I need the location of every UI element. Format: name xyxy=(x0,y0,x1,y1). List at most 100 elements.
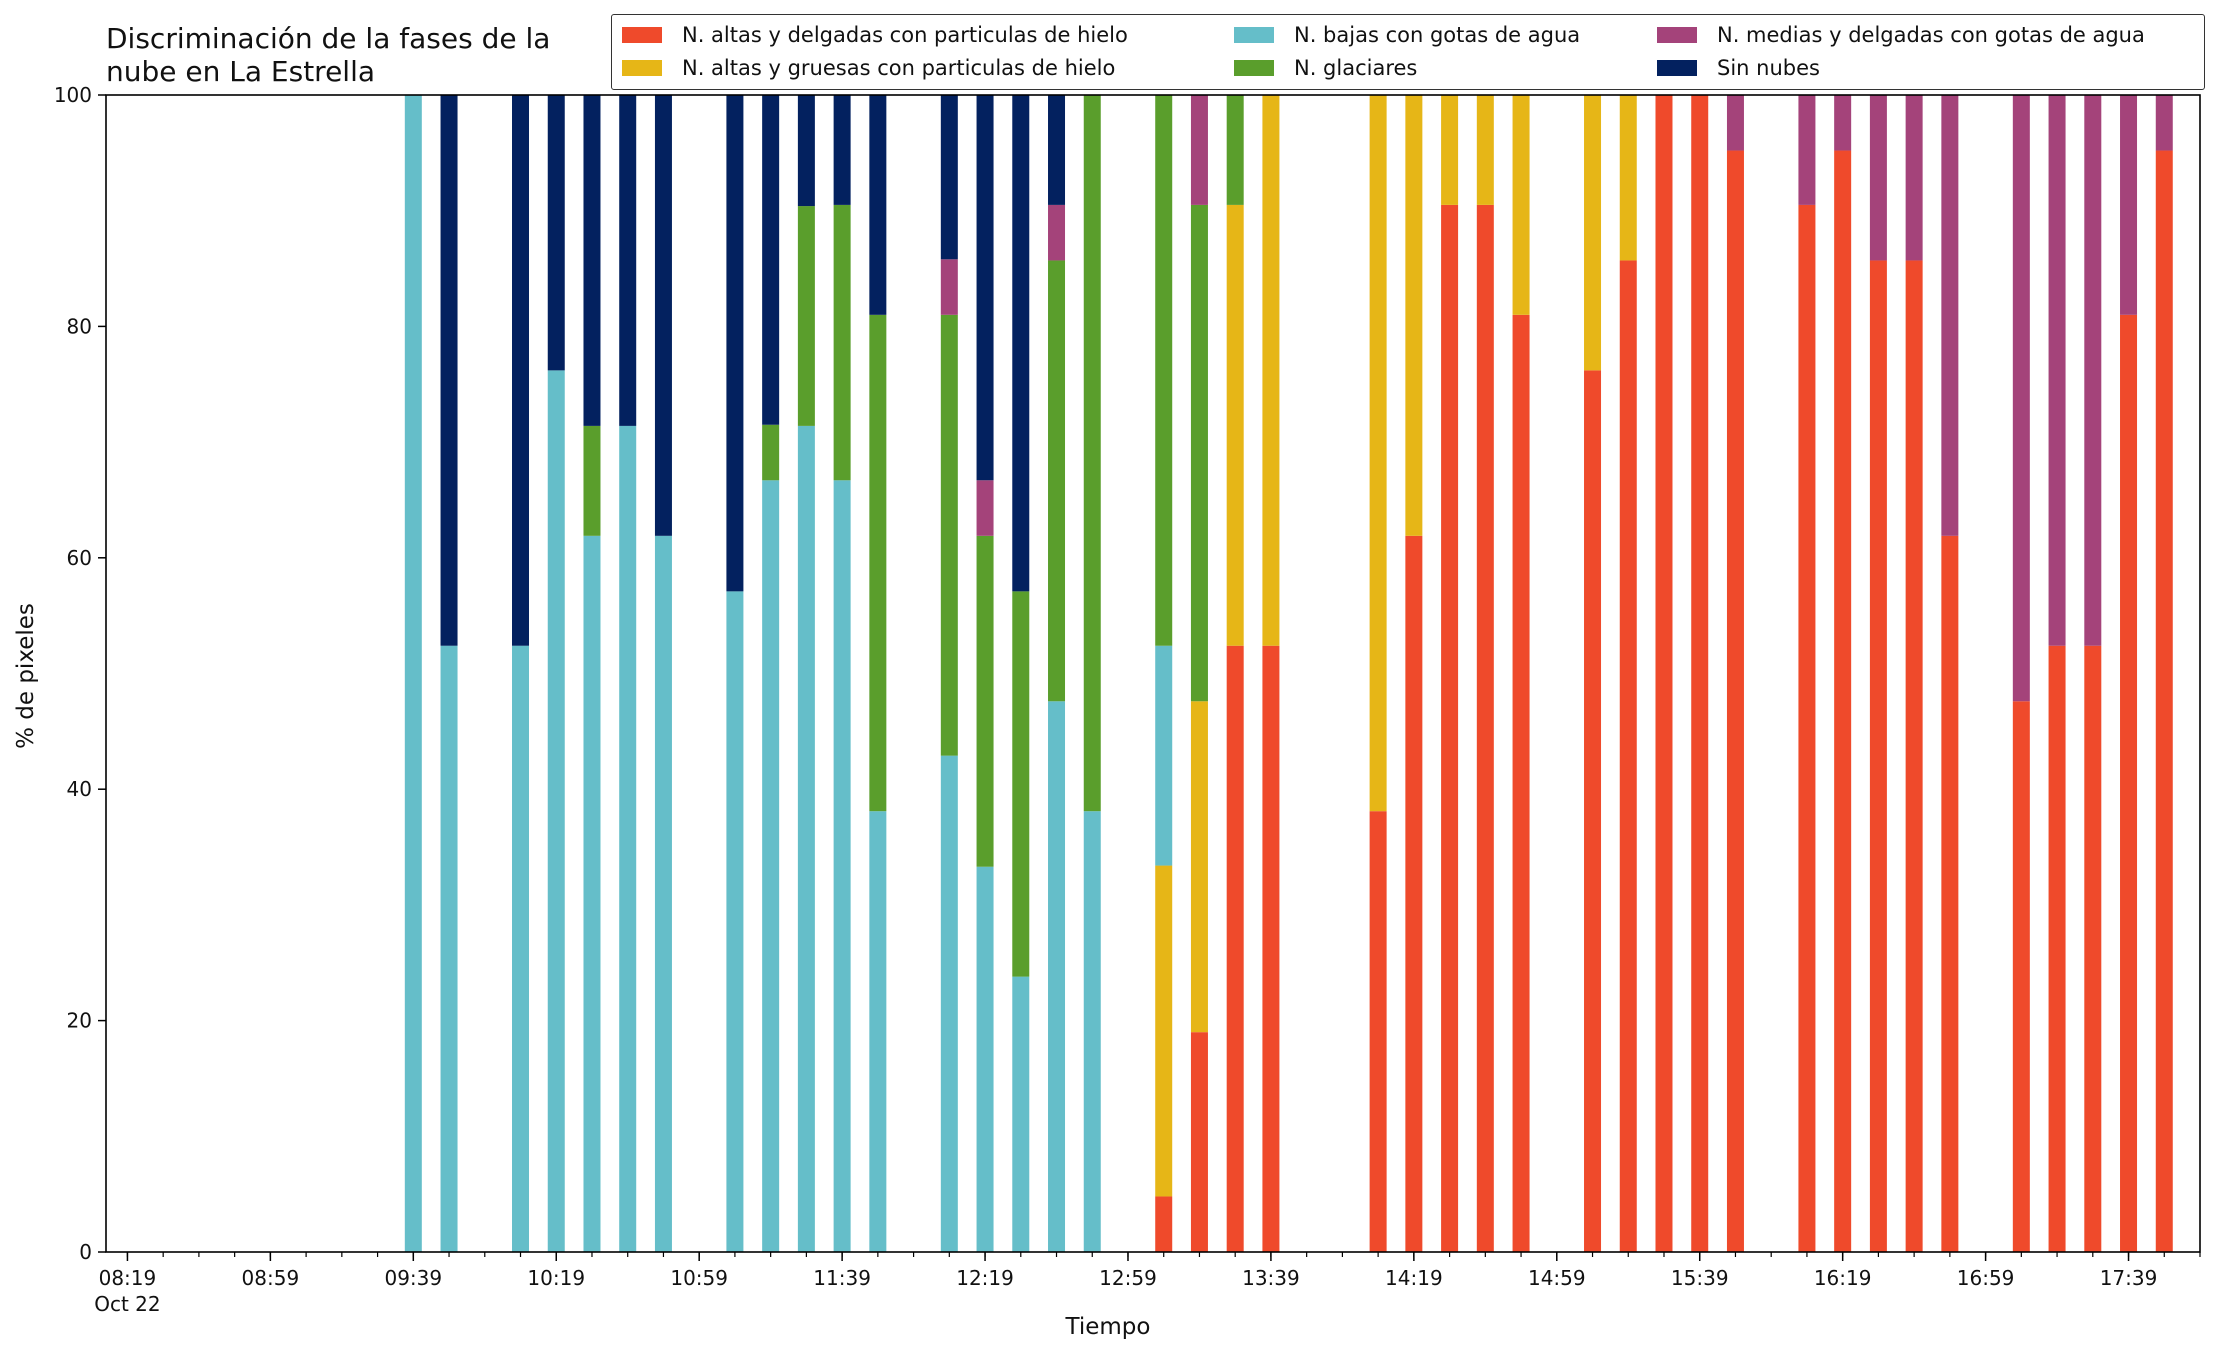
bar-segment-bajas_agua xyxy=(512,645,530,1252)
x-tick-label: 17:39 xyxy=(2100,1266,2158,1290)
bar-segment-glaciares xyxy=(583,425,601,536)
bar-segment-medias_agua xyxy=(2120,95,2138,315)
bar-segment-medias_agua xyxy=(1941,95,1959,536)
bar-segment-altas_delgadas xyxy=(1226,645,1244,1252)
bar-segment-altas_delgadas xyxy=(1655,95,1673,1252)
bar-segment-altas_delgadas xyxy=(1834,150,1852,1252)
x-tick-label: 08:59 xyxy=(242,1266,300,1290)
bar-segment-sin_nubes xyxy=(1048,95,1066,205)
bar-segment-glaciares xyxy=(1083,95,1101,812)
bar-segment-glaciares xyxy=(976,535,994,867)
bar-segment-glaciares xyxy=(797,206,815,426)
x-tick-label: 14:59 xyxy=(1528,1266,1586,1290)
bar-segment-bajas_agua xyxy=(726,591,744,1252)
chart-title: Discriminación de la fases de la nube en… xyxy=(106,22,551,88)
bar-segment-sin_nubes xyxy=(797,95,815,207)
bar-segment-medias_agua xyxy=(2155,95,2173,151)
bar-segment-altas_gruesas xyxy=(1369,95,1387,812)
bar-segment-glaciares xyxy=(1190,204,1208,702)
bar-segment-altas_delgadas xyxy=(1941,535,1959,1252)
bar-segment-medias_agua xyxy=(2084,95,2102,646)
y-tick-label: 40 xyxy=(67,777,92,801)
bar-segment-altas_gruesas xyxy=(1512,95,1530,315)
x-tick-label: 10:19 xyxy=(527,1266,585,1290)
bar-segment-altas_delgadas xyxy=(1869,260,1887,1252)
bar-segment-bajas_agua xyxy=(869,811,887,1252)
bar-segment-altas_delgadas xyxy=(2084,645,2102,1252)
legend-label: N. glaciares xyxy=(1294,56,1418,80)
bar-segment-altas_gruesas xyxy=(1226,204,1244,646)
bar-segment-altas_gruesas xyxy=(1584,95,1602,371)
bar-segment-bajas_agua xyxy=(440,645,458,1252)
legend-swatch xyxy=(1657,60,1697,76)
bar-segment-glaciares xyxy=(940,314,958,756)
bar-segment-altas_delgadas xyxy=(2155,150,2173,1252)
bar-segment-altas_delgadas xyxy=(1190,1032,1208,1252)
bar-segment-altas_delgadas xyxy=(1905,260,1923,1252)
bar-segment-bajas_agua xyxy=(1012,976,1030,1252)
bar-segment-bajas_agua xyxy=(583,535,601,1252)
x-tick-label: 08:19 xyxy=(99,1266,157,1290)
bar-segment-bajas_agua xyxy=(940,755,958,1252)
bar-segment-altas_delgadas xyxy=(1619,260,1637,1252)
bar-segment-sin_nubes xyxy=(512,95,530,646)
bar-segment-sin_nubes xyxy=(976,95,994,481)
x-tick-label: 09:39 xyxy=(384,1266,442,1290)
bar-segment-medias_agua xyxy=(2012,95,2030,702)
bar-segment-medias_agua xyxy=(1798,95,1816,205)
bar-segment-altas_delgadas xyxy=(1726,150,1744,1252)
legend-swatch xyxy=(622,27,662,43)
bar-segment-sin_nubes xyxy=(547,95,565,371)
bar-segment-sin_nubes xyxy=(583,95,601,426)
bar-segment-altas_delgadas xyxy=(2012,701,2030,1252)
legend: N. altas y delgadas con particulas de hi… xyxy=(611,14,2205,90)
bar-segment-altas_delgadas xyxy=(1369,811,1387,1252)
bar-segment-bajas_agua xyxy=(404,95,422,1252)
bar-segment-altas_gruesas xyxy=(1405,95,1423,536)
y-tick-label: 100 xyxy=(54,83,92,107)
bar-segment-medias_agua xyxy=(1834,95,1852,151)
legend-item-bajas-agua: N. bajas con gotas de agua xyxy=(1234,23,1580,47)
bar-segment-glaciares xyxy=(833,204,851,481)
legend-item-medias-agua: N. medias y delgadas con gotas de agua xyxy=(1657,23,2145,47)
y-axis: 0 20 40 60 80 100 xyxy=(54,83,106,1264)
y-tick-label: 20 xyxy=(67,1009,92,1033)
bar-segment-bajas_agua xyxy=(762,480,780,1252)
bar-segment-altas_gruesas xyxy=(1262,95,1280,646)
bar-segment-glaciares xyxy=(762,424,780,481)
bar-segment-altas_gruesas xyxy=(1190,701,1208,1033)
legend-label: N. altas y gruesas con particulas de hie… xyxy=(682,56,1116,80)
x-tick-label: 15:39 xyxy=(1671,1266,1729,1290)
legend-swatch xyxy=(622,60,662,76)
bar-segment-medias_agua xyxy=(1190,95,1208,205)
bar-segment-altas_delgadas xyxy=(1405,535,1423,1252)
bar-segment-altas_delgadas xyxy=(1476,204,1494,1252)
bar-segment-altas_delgadas xyxy=(2120,314,2138,1253)
bar-segment-medias_agua xyxy=(1905,95,1923,261)
x-tick-label: 16:59 xyxy=(1957,1266,2015,1290)
bars-layer xyxy=(404,95,2173,1253)
bar-segment-glaciares xyxy=(1012,591,1030,977)
x-tick-label: 13:39 xyxy=(1242,1266,1300,1290)
legend-label: N. medias y delgadas con gotas de agua xyxy=(1717,23,2145,47)
bar-segment-glaciares xyxy=(869,314,887,812)
bar-segment-altas_delgadas xyxy=(1155,1196,1173,1252)
bar-segment-sin_nubes xyxy=(833,95,851,205)
bar-segment-bajas_agua xyxy=(619,425,637,1252)
bar-segment-glaciares xyxy=(1155,95,1173,646)
legend-swatch xyxy=(1657,27,1697,43)
bar-segment-altas_gruesas xyxy=(1476,95,1494,205)
x-axis-label: Tiempo xyxy=(1065,1314,1151,1340)
y-tick-label: 60 xyxy=(67,546,92,570)
bar-segment-glaciares xyxy=(1226,95,1244,205)
bar-segment-bajas_agua xyxy=(976,866,994,1252)
bar-segment-bajas_agua xyxy=(1083,811,1101,1252)
bar-segment-sin_nubes xyxy=(440,95,458,646)
plot-frame xyxy=(105,94,2201,1253)
bar-segment-medias_agua xyxy=(940,259,958,315)
bar-segment-sin_nubes xyxy=(726,95,744,592)
bar-segment-altas_delgadas xyxy=(1584,370,1602,1252)
bar-segment-altas_gruesas xyxy=(1155,865,1173,1197)
bar-segment-bajas_agua xyxy=(1048,701,1066,1252)
